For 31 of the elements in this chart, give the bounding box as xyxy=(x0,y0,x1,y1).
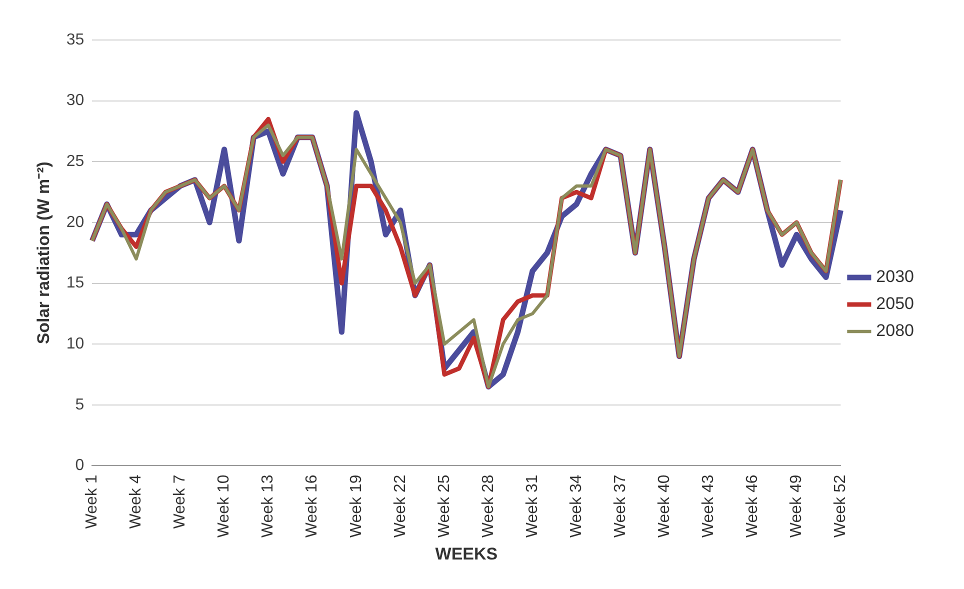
x-tick-label: Week 31 xyxy=(524,474,541,538)
y-tick-label: 35 xyxy=(66,31,84,48)
x-tick-label: Week 34 xyxy=(568,474,585,538)
y-tick-label: 10 xyxy=(66,336,84,353)
x-tick-label: Week 7 xyxy=(172,474,189,529)
x-tick-label: Week 25 xyxy=(436,474,453,538)
x-tick-label: Week 1 xyxy=(84,474,101,529)
legend-label: 2050 xyxy=(876,294,914,314)
x-tick-label: Week 43 xyxy=(700,474,717,538)
y-tick-label: 30 xyxy=(66,92,84,110)
x-tick-label: Week 13 xyxy=(260,474,277,538)
x-tick-label: Week 28 xyxy=(480,474,497,538)
x-tick-label: Week 37 xyxy=(612,474,629,538)
x-tick-label: Week 10 xyxy=(216,474,233,538)
x-tick-label: Week 49 xyxy=(788,474,806,538)
legend-label: 2030 xyxy=(876,267,914,286)
x-tick-label: Week 52 xyxy=(832,474,850,538)
y-tick-label: 5 xyxy=(75,396,84,414)
x-tick-label: Week 22 xyxy=(392,474,409,538)
y-axis-title: Solar radiation (W m⁻²) xyxy=(34,162,53,344)
y-tick-label: 25 xyxy=(66,153,84,170)
x-tick-label: Week 16 xyxy=(304,474,321,538)
x-tick-label: Week 40 xyxy=(656,474,673,538)
x-axis-title: WEEKS xyxy=(435,544,498,564)
legend-label: 2080 xyxy=(876,321,914,340)
x-tick-label: Week 19 xyxy=(348,474,365,538)
x-tick-label: Week 46 xyxy=(744,474,762,538)
y-tick-label: 0 xyxy=(75,457,84,474)
x-tick-label: Week 4 xyxy=(128,474,145,529)
y-tick-label: 15 xyxy=(66,274,84,292)
y-tick-label: 20 xyxy=(66,214,84,231)
